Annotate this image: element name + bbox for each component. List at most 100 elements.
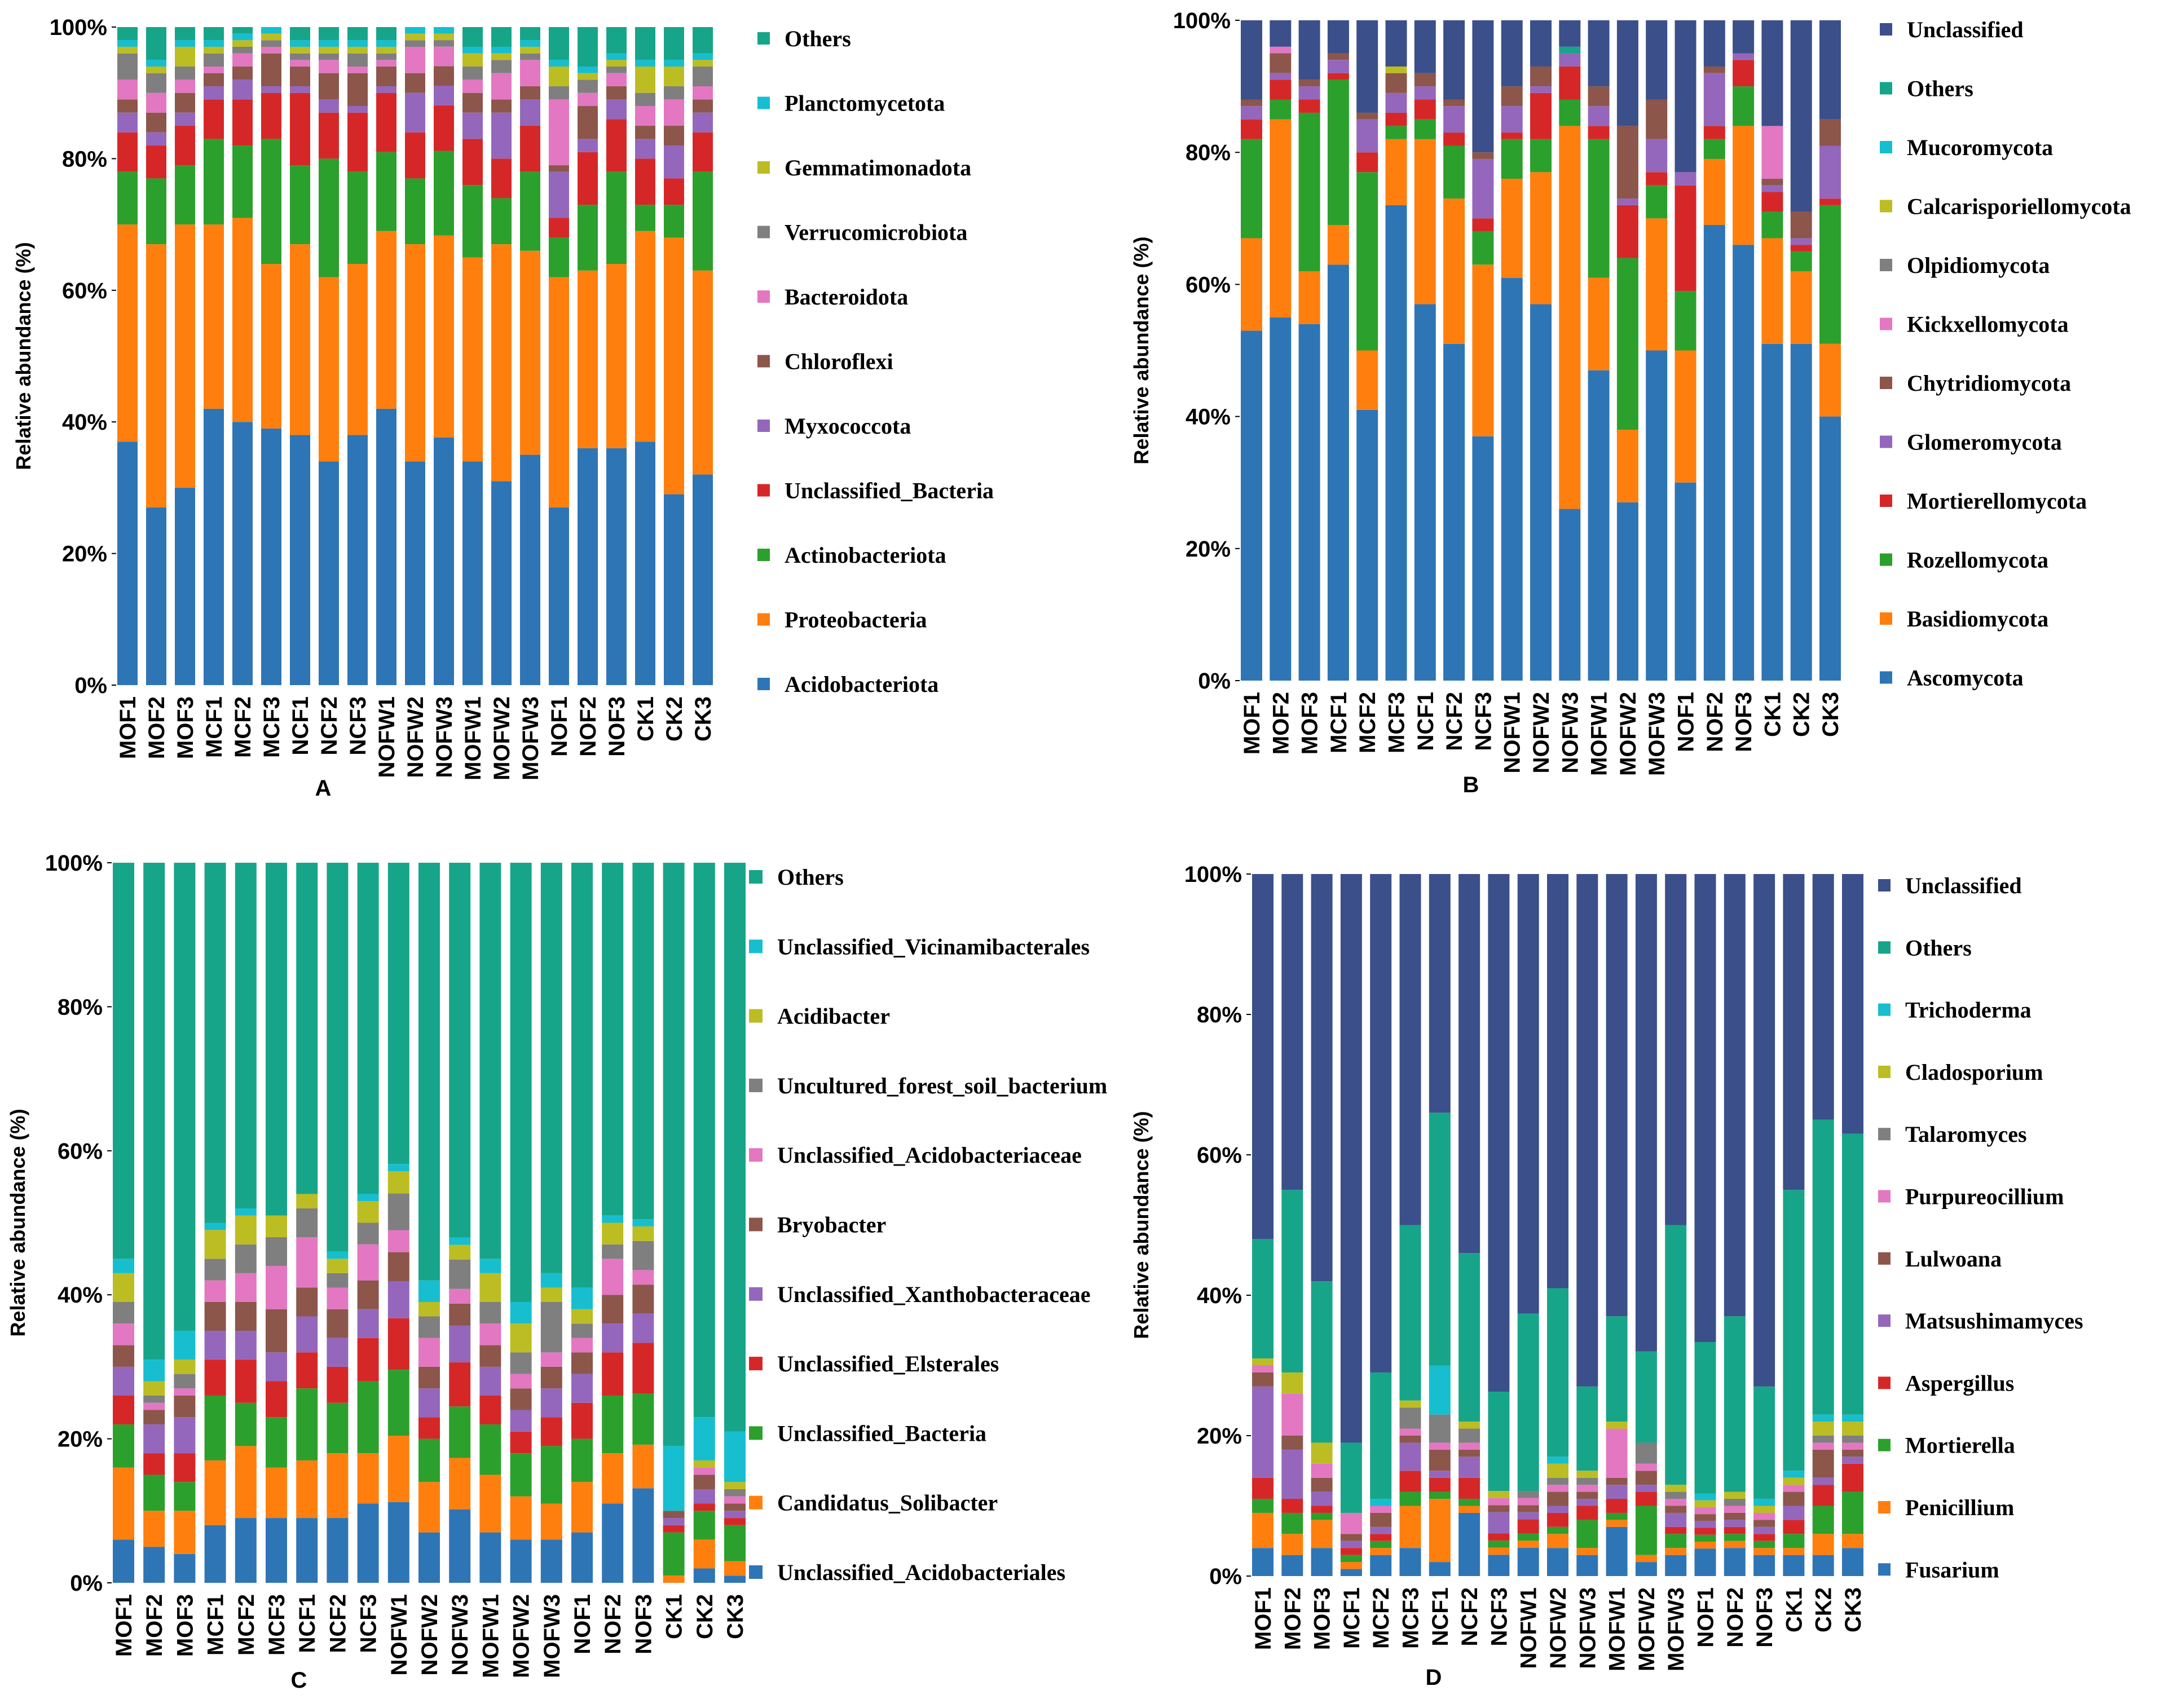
bar-segment-mofw2-unclassified — [1616, 20, 1638, 126]
bar-segment-ck3-rozellomycota — [1819, 205, 1841, 344]
bar-segment-nofw1-basidiomycota — [1501, 179, 1523, 278]
bar-segment-ck2-others — [664, 27, 684, 60]
y-tick-label: 100% — [45, 851, 103, 876]
bar-segment-ncf1-others — [290, 27, 310, 41]
x-tick-label: MOFW2 — [490, 696, 514, 780]
x-tick-label: CK2 — [662, 696, 687, 742]
bar-segment-mofw3-matsushimamyces — [1665, 1512, 1687, 1527]
x-tick-label: MOF1 — [112, 1594, 136, 1657]
x-tick-label: MCF1 — [1339, 1587, 1364, 1649]
bar-segment-nofw1-purpureocillium — [1517, 1498, 1539, 1506]
bar-segment-nof1-trichoderma — [1694, 1493, 1716, 1500]
bar-segment-ck3-bacteroidota — [693, 86, 713, 100]
bar-segment-ncf3-ascomycota — [1472, 436, 1494, 681]
x-tick-label: CK3 — [1818, 692, 1843, 737]
bar-segment-nof3-proteobacteria — [606, 264, 627, 448]
bar-segment-mof2-candidatus-solibacter — [143, 1511, 165, 1547]
bar-segment-nofw2-others — [1547, 1288, 1568, 1457]
bar-segment-mcf1-unclassified — [1340, 874, 1362, 1443]
bar-segment-nof2-matsushimamyces — [1724, 1520, 1746, 1527]
bar-segment-ncf2-unclassified-acidobacteriaceae — [327, 1287, 349, 1309]
x-tick-label: NCF3 — [1487, 1587, 1512, 1646]
bar-segment-mofw1-unclassified-bacteria — [462, 139, 483, 186]
bar-segment-nofw2-others — [418, 863, 440, 1281]
bar-segment-mof3-unclassified — [1298, 20, 1320, 80]
x-tick-label: MOFW2 — [1634, 1587, 1659, 1671]
bar-segment-ncf3-candidatus-solibacter — [357, 1453, 379, 1504]
bar-segment-ncf2-chloroflexi — [319, 73, 339, 100]
bar-segment-nof1-unclassified-vicinamibacterales — [571, 1287, 593, 1309]
x-tick-label: MCF1 — [1327, 692, 1351, 753]
bar-segment-mofw2-unclassified — [1635, 874, 1657, 1352]
bar-segment-ncf2-unclassified — [1458, 874, 1480, 1254]
bar-segment-mof2-mortierellomycota — [1270, 80, 1292, 100]
y-tick-label: 0% — [1198, 669, 1231, 694]
bar-segment-mcf1-acidibacter — [204, 1230, 226, 1259]
bar-segment-ck1-glomeromycota — [1761, 185, 1783, 192]
x-tick-label: NCF1 — [295, 1594, 320, 1653]
bar-segment-ck3-candidatus-solibacter — [724, 1561, 746, 1576]
bar-segment-ck3-others — [1842, 1133, 1863, 1415]
bar-segment-nof2-mortierella — [1724, 1534, 1746, 1541]
bar-segment-ck3-trichoderma — [1842, 1414, 1863, 1422]
bar-segment-nof1-mortierella — [1694, 1534, 1716, 1542]
bar-segment-nof3-glomeromycota — [1733, 53, 1755, 60]
bar-segment-ncf3-others — [1488, 1392, 1510, 1491]
bar-segment-ncf1-chloroflexi — [290, 67, 310, 87]
bar-segment-mcf1-bryobacter — [204, 1301, 226, 1331]
bar-segment-ck2-cladosporium — [1812, 1422, 1834, 1436]
bar-segment-nofw1-bryobacter — [387, 1252, 409, 1282]
bar-segment-mofw1-unclassified-bacteria — [479, 1424, 501, 1475]
bar-segment-nof2-bryobacter — [602, 1295, 624, 1324]
bar-segment-mof2-basidiomycota — [1270, 119, 1292, 317]
legend-label-kickxellomycota: Kickxellomycota — [1907, 312, 2069, 337]
bar-segment-mcf2-rozellomycota — [1356, 172, 1378, 351]
bar-segment-nof2-verrucomicrobiota — [578, 80, 598, 93]
bar-segment-nof1-others — [1694, 1342, 1716, 1494]
legend-label-others: Others — [777, 864, 844, 890]
bar-segment-nof2-unclassified-vicinamibacterales — [602, 1215, 624, 1223]
legend-label-glomeromycota: Glomeromycota — [1907, 430, 2062, 455]
bar-segment-mof3-unclassified-elsterales — [174, 1453, 196, 1482]
bar-segment-nof1-acidibacter — [571, 1309, 593, 1324]
legend-label-unclassified: Unclassified — [1907, 17, 2024, 42]
bar-segment-mof2-others — [143, 863, 165, 1360]
bar-segment-mofw2-unclassified-bacteria — [491, 158, 512, 198]
bar-segment-nofw2-purpureocillium — [1547, 1485, 1568, 1492]
x-tick-label: MOFW3 — [1664, 1587, 1689, 1671]
bar-segment-ncf3-mortierella — [1488, 1541, 1510, 1548]
legend-swatch-trichoderma — [1878, 1003, 1891, 1016]
bar-segment-mcf2-ascomycota — [1356, 409, 1378, 681]
bar-segment-nofw2-actinobacteriota — [405, 178, 425, 245]
bar-segment-nof2-talaromyces — [1724, 1499, 1746, 1506]
bar-segment-nofw3-others — [1559, 46, 1581, 54]
bar-segment-ck3-acidobacteriota — [693, 474, 713, 685]
bar-segment-nofw2-unclassified-acidobacteriaceae — [418, 1338, 440, 1367]
bar-segment-mcf3-unclassified-elsterales — [266, 1381, 287, 1418]
bar-segment-ck1-mortierellomycota — [1761, 192, 1783, 212]
x-tick-label: MCF3 — [265, 1594, 289, 1656]
bar-segment-ncf1-unclassified-bacteria — [290, 92, 310, 166]
bar-segment-mof3-rozellomycota — [1298, 112, 1320, 271]
bar-segment-mcf2-basidiomycota — [1356, 350, 1378, 410]
bar-segment-mof2-fusarium — [1281, 1555, 1303, 1576]
bar-segment-ck2-mortierellomycota — [1790, 245, 1812, 251]
legend-label-proteobacteria: Proteobacteria — [785, 607, 927, 633]
x-tick-label: NOFW3 — [1575, 1587, 1600, 1669]
legend-label-verrucomicrobiota: Verrucomicrobiota — [785, 220, 967, 245]
x-tick-label: MCF3 — [1399, 1587, 1424, 1649]
bar-segment-nof2-unclassified-bacteria — [602, 1395, 624, 1454]
x-tick-label: NOFW2 — [403, 696, 428, 778]
bar-segment-nof2-ascomycota — [1703, 225, 1725, 681]
bar-segment-nofw2-trichoderma — [1547, 1457, 1568, 1464]
bar-segment-nof1-unclassified-acidobacteriales — [571, 1532, 593, 1583]
bar-segment-mofw1-unclassified-xanthobacteraceae — [479, 1366, 501, 1396]
legend-label-others: Others — [1907, 76, 1973, 101]
bar-segment-mof3-aspergillus — [1311, 1506, 1333, 1513]
y-tick-label: 100% — [50, 15, 107, 40]
bar-segment-nofw3-unclassified — [1559, 20, 1581, 47]
bar-segment-mofw3-proteobacteria — [520, 250, 540, 455]
bar-segment-mofw2-chytridiomycota — [1616, 126, 1638, 199]
panel-a: Relative abundance (%) 0% 20% 40% 60% 80% 100%… — [12, 15, 994, 801]
bar-segment-nof3-unclassified-xanthobacteraceae — [632, 1313, 654, 1343]
